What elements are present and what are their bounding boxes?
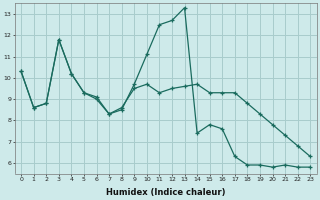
X-axis label: Humidex (Indice chaleur): Humidex (Indice chaleur)	[106, 188, 225, 197]
